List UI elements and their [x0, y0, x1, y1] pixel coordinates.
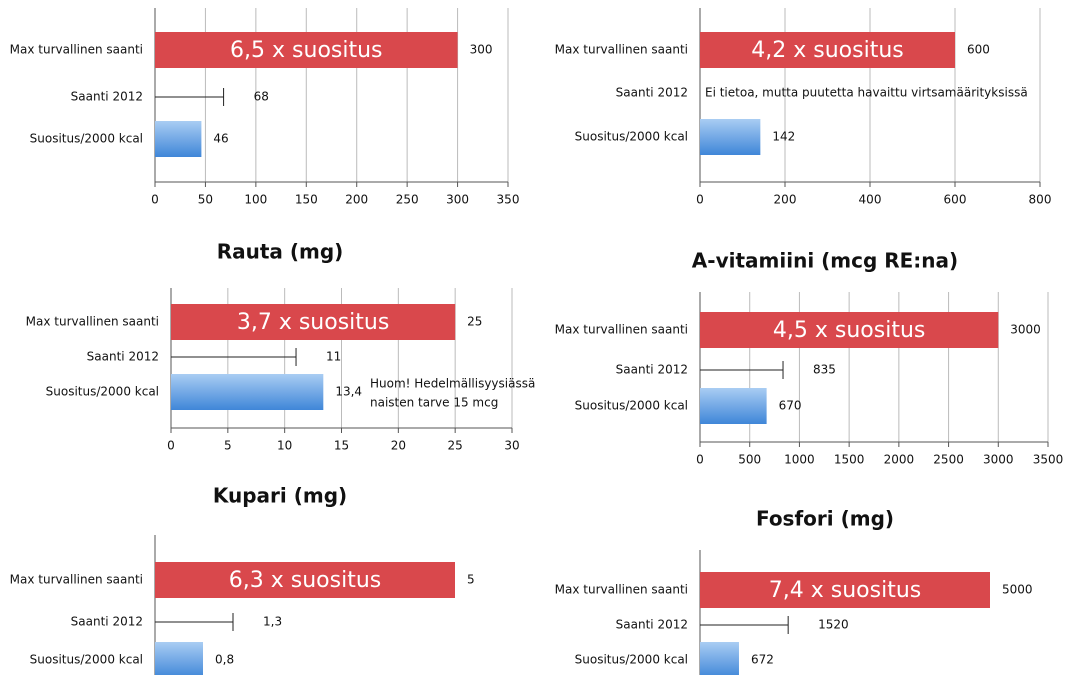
- bar: [700, 572, 990, 608]
- bar: [155, 32, 458, 68]
- value-label: 670: [779, 399, 802, 413]
- x-tick-label: 1000: [784, 453, 815, 467]
- x-tick-label: 15: [334, 439, 349, 453]
- category-label: Saanti 2012: [71, 615, 143, 629]
- bar: [700, 312, 999, 348]
- category-label: Max turvallinen saanti: [10, 573, 143, 587]
- category-label: Max turvallinen saanti: [26, 315, 159, 329]
- x-tick-label: 10: [277, 439, 292, 453]
- value-label: 672: [751, 653, 774, 667]
- category-label: Max turvallinen saanti: [555, 583, 688, 597]
- value-label: 13,4: [335, 385, 362, 399]
- x-tick-label: 350: [497, 193, 520, 207]
- x-tick-label: 20: [391, 439, 406, 453]
- x-tick-label: 800: [1029, 193, 1052, 207]
- value-label: 5: [467, 573, 475, 587]
- category-label: Max turvallinen saanti: [10, 43, 143, 57]
- category-label: Suositus/2000 kcal: [575, 399, 688, 413]
- note: Ei tietoa, mutta puutetta havaittu virts…: [705, 86, 1028, 100]
- chart-title: Fosfori (mg): [756, 507, 894, 531]
- category-label: Max turvallinen saanti: [555, 323, 688, 337]
- value-label: 142: [772, 130, 795, 144]
- chart-title: Rauta (mg): [217, 240, 344, 264]
- bar: [155, 562, 455, 598]
- x-tick-label: 300: [446, 193, 469, 207]
- bar: [155, 121, 202, 157]
- ratio-label: 4,2 x suositus: [751, 38, 903, 63]
- x-tick-label: 500: [738, 453, 761, 467]
- x-tick-label: 400: [859, 193, 882, 207]
- bar: [171, 374, 324, 410]
- value-label: 3000: [1010, 323, 1041, 337]
- category-label: Saanti 2012: [87, 350, 159, 364]
- value-label: 25: [467, 315, 482, 329]
- category-label: Saanti 2012: [616, 86, 688, 100]
- bar: [700, 388, 767, 424]
- ratio-label: 4,5 x suositus: [773, 318, 925, 343]
- x-tick-label: 0: [696, 453, 704, 467]
- value-label: 5000: [1002, 583, 1033, 597]
- x-tick-label: 600: [944, 193, 967, 207]
- x-tick-label: 25: [448, 439, 463, 453]
- bar: [700, 119, 761, 155]
- x-tick-label: 0: [167, 439, 175, 453]
- x-tick-label: 5: [224, 439, 232, 453]
- bar: [155, 642, 203, 675]
- value-label: 11: [326, 350, 341, 364]
- value-label: 1,3: [263, 615, 282, 629]
- chart-title: Kupari (mg): [213, 484, 347, 508]
- x-tick-label: 0: [151, 193, 159, 207]
- x-tick-label: 50: [198, 193, 213, 207]
- bar: [171, 304, 456, 340]
- ratio-label: 6,5 x suositus: [230, 38, 382, 63]
- value-label: 0,8: [215, 653, 234, 667]
- bar: [700, 32, 955, 68]
- category-label: Suositus/2000 kcal: [30, 132, 143, 146]
- x-tick-label: 200: [774, 193, 797, 207]
- x-tick-label: 100: [244, 193, 267, 207]
- category-label: Suositus/2000 kcal: [46, 385, 159, 399]
- value-label: 835: [813, 363, 836, 377]
- category-label: Max turvallinen saanti: [555, 43, 688, 57]
- value-label: 600: [967, 43, 990, 57]
- category-label: Saanti 2012: [71, 90, 143, 104]
- x-tick-label: 1500: [834, 453, 865, 467]
- category-label: Saanti 2012: [616, 618, 688, 632]
- category-label: Suositus/2000 kcal: [30, 653, 143, 667]
- chart-title: A-vitamiini (mcg RE:na): [692, 249, 958, 273]
- x-tick-label: 0: [696, 193, 704, 207]
- value-label: 68: [254, 90, 269, 104]
- x-tick-label: 250: [396, 193, 419, 207]
- category-label: Saanti 2012: [616, 363, 688, 377]
- x-tick-label: 3000: [983, 453, 1014, 467]
- value-label: 300: [470, 43, 493, 57]
- category-label: Suositus/2000 kcal: [575, 130, 688, 144]
- x-tick-label: 30: [504, 439, 519, 453]
- x-tick-label: 3500: [1033, 453, 1064, 467]
- note: Huom! Hedelmällisyysiässä: [370, 377, 535, 391]
- x-tick-label: 2000: [884, 453, 915, 467]
- ratio-label: 3,7 x suositus: [237, 310, 389, 335]
- bar: [700, 642, 739, 675]
- ratio-label: 6,3 x suositus: [229, 568, 381, 593]
- value-label: 46: [213, 132, 228, 146]
- category-label: Suositus/2000 kcal: [575, 653, 688, 667]
- ratio-label: 7,4 x suositus: [769, 578, 921, 603]
- value-label: 1520: [818, 618, 849, 632]
- note: naisten tarve 15 mcg: [370, 396, 498, 410]
- x-tick-label: 150: [295, 193, 318, 207]
- x-tick-label: 200: [345, 193, 368, 207]
- x-tick-label: 2500: [933, 453, 964, 467]
